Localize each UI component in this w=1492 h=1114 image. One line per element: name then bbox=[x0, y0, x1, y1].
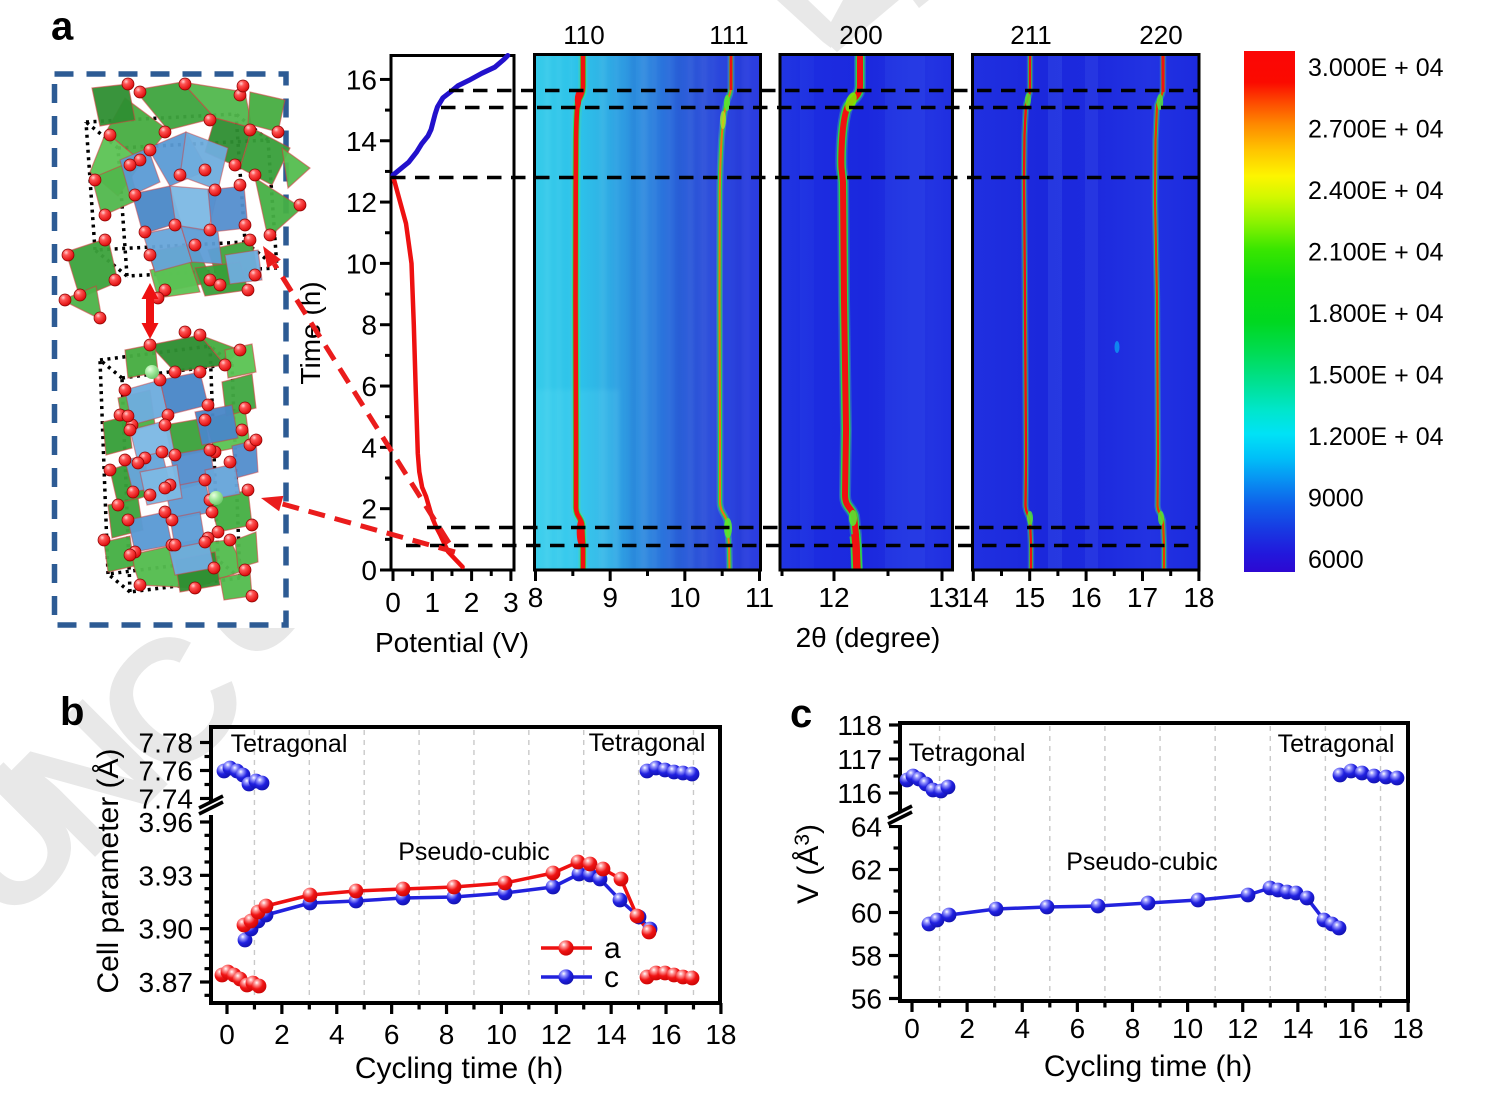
svg-text:c: c bbox=[604, 961, 619, 994]
svg-text:118: 118 bbox=[837, 710, 882, 741]
svg-text:0: 0 bbox=[361, 555, 377, 586]
svg-text:1.800E + 04: 1.800E + 04 bbox=[1308, 300, 1444, 328]
svg-text:12: 12 bbox=[818, 582, 849, 613]
svg-text:Potential (V): Potential (V) bbox=[375, 627, 529, 658]
svg-text:2.400E + 04: 2.400E + 04 bbox=[1308, 177, 1444, 205]
svg-text:16: 16 bbox=[1071, 582, 1102, 613]
svg-text:2: 2 bbox=[361, 494, 377, 525]
svg-text:16: 16 bbox=[650, 1019, 681, 1050]
svg-text:0: 0 bbox=[385, 587, 401, 618]
svg-text:a: a bbox=[51, 5, 74, 49]
svg-text:18: 18 bbox=[705, 1019, 736, 1050]
svg-text:16: 16 bbox=[346, 64, 377, 95]
svg-text:62: 62 bbox=[851, 855, 882, 886]
svg-text:c: c bbox=[790, 692, 812, 736]
svg-text:0: 0 bbox=[904, 1013, 920, 1044]
svg-text:3.90: 3.90 bbox=[139, 914, 194, 945]
svg-text:14: 14 bbox=[958, 582, 989, 613]
svg-text:10: 10 bbox=[346, 248, 377, 279]
svg-text:9: 9 bbox=[602, 582, 618, 613]
svg-text:4: 4 bbox=[361, 432, 377, 463]
svg-text:64: 64 bbox=[851, 812, 882, 843]
svg-text:200: 200 bbox=[839, 20, 882, 50]
svg-text:2θ (degree): 2θ (degree) bbox=[796, 622, 941, 653]
svg-text:Pseudo-cubic: Pseudo-cubic bbox=[398, 838, 549, 866]
svg-text:1.200E + 04: 1.200E + 04 bbox=[1308, 423, 1444, 451]
svg-text:110: 110 bbox=[563, 20, 604, 50]
svg-text:11: 11 bbox=[745, 582, 774, 613]
svg-text:8: 8 bbox=[1125, 1013, 1141, 1044]
svg-text:14: 14 bbox=[596, 1019, 627, 1050]
svg-text:4: 4 bbox=[1014, 1013, 1030, 1044]
svg-text:1.500E + 04: 1.500E + 04 bbox=[1308, 362, 1444, 390]
svg-text:220: 220 bbox=[1139, 20, 1182, 50]
svg-text:9000: 9000 bbox=[1308, 485, 1364, 513]
svg-text:14: 14 bbox=[1282, 1013, 1313, 1044]
svg-text:56: 56 bbox=[851, 984, 882, 1015]
svg-text:Tetragonal: Tetragonal bbox=[589, 729, 706, 757]
svg-text:111: 111 bbox=[709, 20, 749, 50]
svg-text:2: 2 bbox=[274, 1019, 290, 1050]
svg-text:Tetragonal: Tetragonal bbox=[1278, 730, 1395, 758]
svg-text:7.76: 7.76 bbox=[139, 756, 194, 787]
svg-text:15: 15 bbox=[1014, 582, 1045, 613]
svg-text:8: 8 bbox=[439, 1019, 455, 1050]
svg-text:2: 2 bbox=[464, 587, 480, 618]
svg-text:12: 12 bbox=[1227, 1013, 1258, 1044]
svg-text:116: 116 bbox=[837, 778, 882, 809]
svg-text:58: 58 bbox=[851, 941, 882, 972]
svg-text:3.96: 3.96 bbox=[139, 807, 194, 838]
svg-text:2.100E + 04: 2.100E + 04 bbox=[1308, 239, 1444, 267]
svg-text:17: 17 bbox=[1127, 582, 1158, 613]
svg-text:211: 211 bbox=[1010, 20, 1051, 50]
svg-text:Cycling time (h): Cycling time (h) bbox=[1044, 1050, 1252, 1083]
svg-text:a: a bbox=[604, 932, 621, 965]
svg-text:6: 6 bbox=[361, 371, 377, 402]
svg-text:8: 8 bbox=[361, 310, 377, 341]
svg-text:6000: 6000 bbox=[1308, 546, 1364, 574]
svg-text:6: 6 bbox=[384, 1019, 400, 1050]
svg-text:Cycling time (h): Cycling time (h) bbox=[355, 1052, 563, 1085]
svg-text:7.74: 7.74 bbox=[139, 784, 194, 815]
svg-text:7.78: 7.78 bbox=[139, 728, 194, 759]
svg-text:18: 18 bbox=[1393, 1013, 1424, 1044]
svg-text:4: 4 bbox=[329, 1019, 345, 1050]
svg-text:10: 10 bbox=[1172, 1013, 1203, 1044]
svg-text:18: 18 bbox=[1183, 582, 1214, 613]
svg-text:8: 8 bbox=[528, 582, 544, 613]
svg-text:2: 2 bbox=[959, 1013, 975, 1044]
svg-text:Tetragonal: Tetragonal bbox=[909, 739, 1026, 767]
svg-text:Cell parameter (Å): Cell parameter (Å) bbox=[92, 748, 125, 993]
svg-text:0: 0 bbox=[219, 1019, 235, 1050]
svg-text:Pseudo-cubic: Pseudo-cubic bbox=[1066, 848, 1217, 876]
svg-text:10: 10 bbox=[486, 1019, 517, 1050]
svg-text:117: 117 bbox=[837, 744, 882, 775]
svg-text:10: 10 bbox=[669, 582, 700, 613]
svg-text:3.000E + 04: 3.000E + 04 bbox=[1308, 54, 1444, 82]
svg-text:Tetragonal: Tetragonal bbox=[231, 730, 348, 758]
svg-text:2.700E + 04: 2.700E + 04 bbox=[1308, 116, 1444, 144]
svg-text:b: b bbox=[60, 690, 84, 734]
svg-text:6: 6 bbox=[1070, 1013, 1086, 1044]
svg-text:3.93: 3.93 bbox=[139, 860, 194, 891]
svg-text:13: 13 bbox=[928, 582, 959, 613]
svg-text:14: 14 bbox=[346, 126, 377, 157]
svg-text:Time (h): Time (h) bbox=[295, 281, 326, 384]
svg-text:12: 12 bbox=[541, 1019, 572, 1050]
svg-text:60: 60 bbox=[851, 898, 882, 929]
svg-text:1: 1 bbox=[425, 587, 441, 618]
svg-text:3.87: 3.87 bbox=[139, 967, 194, 998]
svg-text:12: 12 bbox=[346, 187, 377, 218]
svg-text:3: 3 bbox=[503, 587, 519, 618]
svg-text:16: 16 bbox=[1337, 1013, 1368, 1044]
